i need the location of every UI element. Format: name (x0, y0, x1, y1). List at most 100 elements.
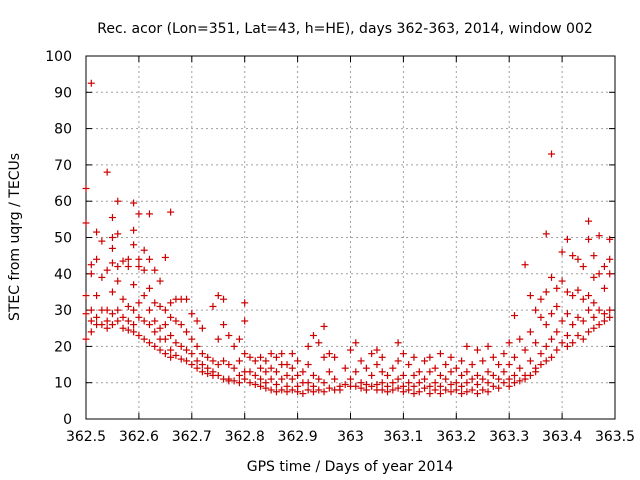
data-point (505, 339, 513, 347)
data-point (177, 321, 185, 329)
y-tick-label: 70 (54, 158, 72, 174)
data-point (574, 313, 582, 321)
data-point (188, 335, 196, 343)
data-point (585, 292, 593, 300)
x-tick-label: 362.7 (172, 429, 212, 445)
data-point (394, 384, 402, 392)
data-point (130, 241, 138, 249)
data-point (114, 306, 122, 314)
data-point (214, 371, 222, 379)
data-point (585, 235, 593, 243)
data-point (193, 364, 201, 372)
data-point (108, 214, 116, 222)
data-point (458, 357, 466, 365)
data-point (209, 302, 217, 310)
data-point (124, 302, 132, 310)
data-point (505, 375, 513, 383)
data-point (257, 353, 265, 361)
data-point (415, 379, 423, 387)
data-point (389, 364, 397, 372)
data-point (442, 386, 450, 394)
data-points (82, 79, 614, 398)
data-point (161, 253, 169, 261)
data-point (347, 346, 354, 354)
data-point (151, 328, 159, 336)
data-point (378, 353, 386, 361)
data-point (183, 346, 191, 354)
data-point (563, 235, 571, 243)
data-point (595, 306, 603, 314)
data-point (103, 266, 111, 274)
data-point (93, 228, 101, 236)
data-point (537, 313, 545, 321)
data-point (600, 263, 608, 271)
data-point (103, 317, 111, 325)
data-point (542, 342, 550, 350)
data-point (405, 379, 413, 387)
data-point (288, 386, 296, 394)
data-point (108, 259, 116, 267)
data-point (590, 252, 598, 260)
data-point (108, 321, 116, 329)
data-point (542, 288, 550, 296)
data-point (399, 371, 407, 379)
x-tick-label: 362.9 (278, 429, 318, 445)
data-point (156, 277, 164, 285)
data-point (262, 368, 270, 376)
data-point (294, 357, 302, 365)
data-point (267, 386, 275, 394)
y-tick-label: 30 (54, 303, 72, 319)
data-point (183, 357, 191, 365)
data-point (579, 335, 587, 343)
data-point (119, 295, 127, 303)
data-point (595, 232, 603, 240)
data-point (98, 237, 106, 245)
data-point (357, 384, 365, 392)
data-point (426, 382, 434, 390)
data-point (140, 266, 148, 274)
data-point (378, 379, 386, 387)
data-point (230, 364, 238, 372)
data-point (262, 384, 270, 392)
data-point (278, 350, 286, 358)
data-point (495, 384, 503, 392)
data-point (442, 361, 450, 369)
data-point (156, 302, 164, 310)
data-point (108, 234, 116, 241)
data-point (526, 328, 534, 336)
data-point (98, 321, 106, 329)
data-point (410, 382, 418, 390)
data-point (214, 361, 222, 369)
data-point (569, 321, 577, 329)
data-point (151, 266, 159, 274)
data-point (325, 350, 333, 358)
data-point (368, 350, 376, 358)
data-point (526, 371, 534, 379)
data-point (542, 357, 550, 365)
data-point (336, 386, 344, 394)
data-point (421, 357, 429, 365)
data-point (368, 382, 376, 390)
data-point (183, 295, 191, 303)
data-point (309, 371, 317, 379)
data-point (114, 317, 122, 325)
data-point (521, 375, 529, 383)
data-point (309, 388, 317, 396)
data-point (193, 342, 201, 350)
data-point (315, 386, 323, 394)
y-axis-label: STEC from uqrg / TECUs (7, 153, 23, 321)
data-point (103, 168, 111, 176)
data-point (600, 284, 608, 292)
data-point (473, 381, 481, 389)
data-point (214, 335, 222, 343)
data-point (352, 339, 360, 347)
data-point (230, 377, 238, 385)
data-point (447, 368, 455, 376)
data-point (553, 328, 561, 336)
data-point (267, 364, 275, 372)
data-point (436, 350, 444, 358)
data-point (103, 324, 111, 332)
data-point (257, 364, 265, 372)
x-tick-label: 363.1 (383, 429, 423, 445)
data-point (325, 368, 333, 376)
